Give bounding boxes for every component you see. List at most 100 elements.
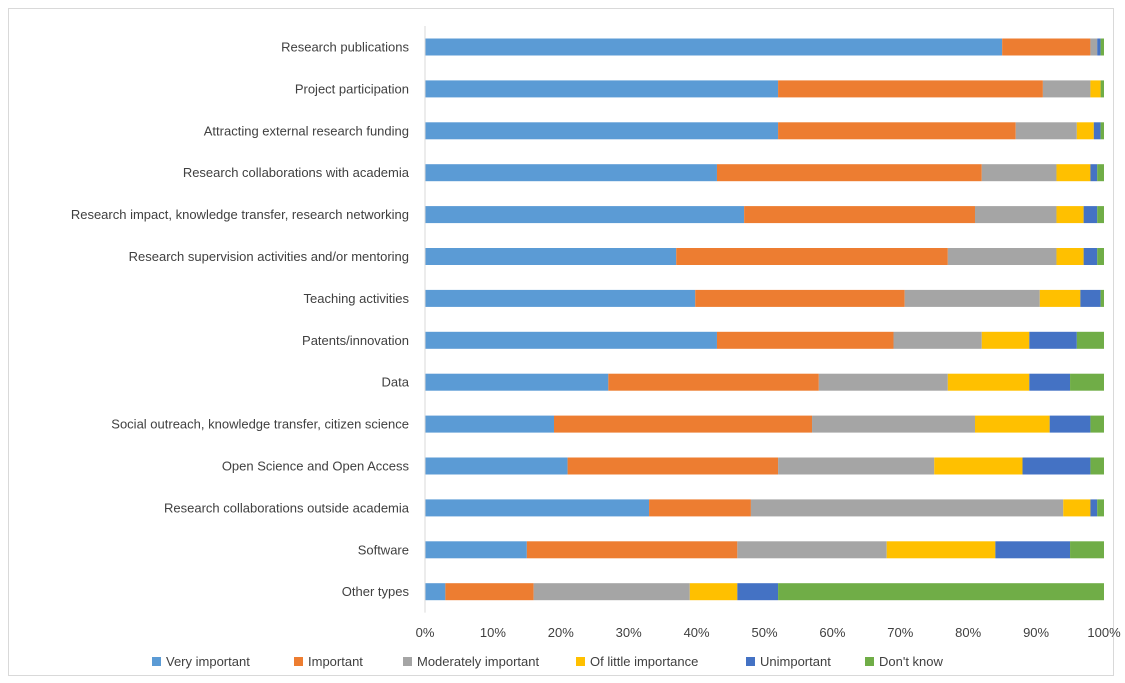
- bar-segment: [1097, 164, 1104, 182]
- category-label: Other types: [342, 584, 410, 599]
- bar-segment: [1039, 289, 1081, 307]
- bar-segment: [1076, 122, 1094, 140]
- category-label: Social outreach, knowledge transfer, cit…: [111, 417, 409, 432]
- x-tick-label: 30%: [616, 625, 642, 640]
- bar-segment: [1029, 331, 1077, 349]
- category-label: Research collaborations with academia: [183, 165, 410, 180]
- bar-segment: [425, 331, 717, 349]
- category-label: Project participation: [295, 81, 409, 96]
- bar-segment: [1056, 164, 1091, 182]
- bar-segment: [737, 541, 887, 559]
- bar-segment: [934, 457, 1023, 475]
- bar-segment: [1083, 248, 1098, 265]
- bar-segment: [425, 289, 696, 307]
- bar-segment: [778, 122, 1016, 140]
- bar-segment: [425, 164, 717, 182]
- category-label: Open Science and Open Access: [222, 459, 410, 474]
- bar-segment: [974, 206, 1057, 224]
- x-tick-label: 60%: [819, 625, 845, 640]
- legend-label: Of little importance: [590, 654, 698, 669]
- bar-segment: [676, 248, 948, 265]
- bar-segment: [981, 331, 1030, 349]
- bar-segment: [1097, 499, 1104, 517]
- bar-segment: [744, 206, 975, 224]
- bar-segment: [425, 415, 555, 433]
- bar-segment: [1070, 373, 1104, 391]
- category-label: Research supervision activities and/or m…: [129, 249, 409, 264]
- legend-label: Don't know: [879, 654, 944, 669]
- category-label: Research collaborations outside academia: [164, 500, 410, 515]
- bar-segment: [1063, 499, 1091, 517]
- legend-swatch: [576, 657, 585, 666]
- legend-label: Important: [308, 654, 363, 669]
- bar-segment: [554, 415, 813, 433]
- bar-segment: [1083, 206, 1098, 224]
- bar-segment: [818, 373, 948, 391]
- x-tick-label: 40%: [684, 625, 710, 640]
- bar-segment: [1100, 289, 1104, 307]
- bar-segment: [1002, 38, 1091, 56]
- bar-segment: [425, 206, 745, 224]
- bar-segment: [425, 248, 677, 265]
- legend-swatch: [152, 657, 161, 666]
- bar-segment: [981, 164, 1057, 182]
- bar-segment: [425, 373, 609, 391]
- bar-segment: [425, 583, 446, 601]
- x-tick-label: 70%: [887, 625, 913, 640]
- bar-segment: [425, 122, 779, 140]
- bar-segment: [689, 583, 738, 601]
- bar-segment: [1100, 80, 1104, 98]
- bar-segment: [1090, 415, 1104, 433]
- bar-segment: [1029, 373, 1071, 391]
- legend-swatch: [865, 657, 874, 666]
- bar-segment: [526, 541, 738, 559]
- bar-segment: [1100, 122, 1104, 140]
- legend-swatch: [403, 657, 412, 666]
- bar-segment: [1080, 289, 1101, 307]
- category-label: Patents/innovation: [302, 333, 409, 348]
- category-label: Data: [382, 375, 410, 390]
- bar-segment: [716, 331, 894, 349]
- bar-segment: [425, 541, 527, 559]
- bar-segment: [649, 499, 751, 517]
- bar-segment: [1097, 38, 1101, 56]
- category-label: Research publications: [281, 40, 409, 55]
- bar-segment: [778, 457, 935, 475]
- x-tick-label: 50%: [751, 625, 777, 640]
- bar-segment: [425, 499, 650, 517]
- bar-segment: [1015, 122, 1077, 140]
- bar-segment: [695, 289, 905, 307]
- bar-segment: [737, 583, 779, 601]
- bar-segment: [1090, 164, 1098, 182]
- bar-segment: [1076, 331, 1104, 349]
- bar-segment: [974, 415, 1050, 433]
- category-label: Teaching activities: [304, 291, 410, 306]
- bar-segment: [947, 248, 1057, 265]
- bar-segment: [425, 38, 1003, 56]
- bar-segment: [778, 583, 1104, 601]
- x-tick-label: 0%: [416, 625, 435, 640]
- legend-label: Unimportant: [760, 654, 831, 669]
- bar-segment: [1090, 80, 1101, 98]
- bar-segment: [1097, 248, 1104, 265]
- x-tick-label: 20%: [548, 625, 574, 640]
- x-tick-label: 100%: [1087, 625, 1121, 640]
- bar-segment: [1097, 206, 1104, 224]
- bar-segment: [812, 415, 975, 433]
- bar-segment: [1056, 248, 1084, 265]
- bar-segment: [1042, 80, 1091, 98]
- bar-segment: [425, 457, 568, 475]
- category-label: Attracting external research funding: [204, 123, 409, 138]
- bar-segment: [995, 541, 1071, 559]
- bar-segment: [886, 541, 996, 559]
- category-label: Research impact, knowledge transfer, res…: [71, 207, 409, 222]
- legend: Very important Important Moderately import…: [152, 654, 944, 669]
- x-tick-label: 80%: [955, 625, 981, 640]
- bar-segment: [778, 80, 1043, 98]
- bar-segment: [947, 373, 1030, 391]
- legend-label: Very important: [166, 654, 250, 669]
- bar-segment: [1090, 499, 1098, 517]
- bar-segment: [533, 583, 690, 601]
- bar-segment: [1056, 206, 1084, 224]
